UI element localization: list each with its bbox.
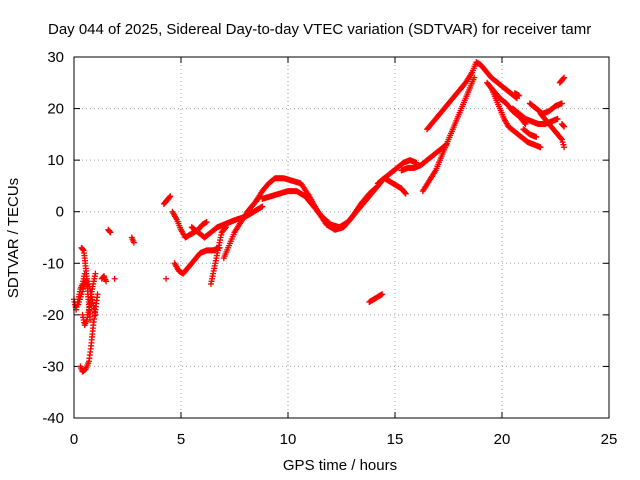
data-points <box>71 59 568 375</box>
y-tick-label: 30 <box>47 49 64 66</box>
y-tick-label: -20 <box>42 307 64 324</box>
data-point <box>130 239 137 246</box>
data-point <box>561 144 568 151</box>
data-point <box>222 225 229 232</box>
data-point <box>533 133 540 140</box>
y-tick-label: -40 <box>42 410 64 427</box>
data-point <box>442 142 449 149</box>
x-tick-label: 25 <box>601 431 618 448</box>
plot-frame <box>73 56 610 419</box>
series-tracks-evening <box>419 59 568 195</box>
y-tick-label: -10 <box>42 255 64 272</box>
data-point <box>560 122 567 129</box>
y-tick-label: -30 <box>42 358 64 375</box>
grid <box>74 57 609 418</box>
y-axis-label: SDTVAR / TECUs <box>5 178 22 298</box>
data-point <box>166 194 173 201</box>
data-point <box>259 203 266 210</box>
data-point <box>94 291 101 298</box>
series-tracks-midday <box>252 157 431 305</box>
data-point <box>79 246 86 253</box>
axis-ticks: 0 5 10 15 20 25 -40 -30 -20 -10 0 10 20 30 <box>42 49 617 448</box>
data-point <box>561 74 568 81</box>
series-tracks-morning <box>160 193 266 287</box>
x-axis-label: GPS time / hours <box>283 457 397 474</box>
data-point <box>203 219 210 226</box>
data-point <box>554 115 561 122</box>
data-point <box>401 189 408 196</box>
data-point <box>167 193 174 200</box>
series-tracks-early <box>71 226 137 375</box>
data-point <box>103 278 110 285</box>
data-point <box>92 270 99 277</box>
data-point <box>558 100 565 107</box>
x-tick-label: 5 <box>177 431 185 448</box>
data-point <box>558 135 565 142</box>
data-point <box>379 291 386 298</box>
x-tick-label: 0 <box>70 431 78 448</box>
chart-title: Day 044 of 2025, Sidereal Day-to-day VTE… <box>48 21 591 38</box>
data-point <box>471 74 478 81</box>
data-point <box>402 190 409 197</box>
x-tick-label: 20 <box>494 431 511 448</box>
data-point <box>561 123 568 130</box>
x-tick-label: 10 <box>280 431 297 448</box>
data-point <box>111 275 118 282</box>
y-tick-label: 10 <box>47 152 64 169</box>
data-point <box>106 228 113 235</box>
y-tick-label: 0 <box>56 204 64 221</box>
data-point <box>522 121 529 128</box>
data-point <box>560 75 567 82</box>
data-point <box>537 144 544 151</box>
data-point <box>92 311 99 318</box>
data-point <box>443 141 450 148</box>
data-point <box>107 229 114 236</box>
data-point <box>516 92 523 99</box>
y-tick-label: 20 <box>47 101 64 118</box>
data-point <box>163 275 170 282</box>
x-tick-label: 15 <box>387 431 404 448</box>
data-point <box>222 224 229 231</box>
